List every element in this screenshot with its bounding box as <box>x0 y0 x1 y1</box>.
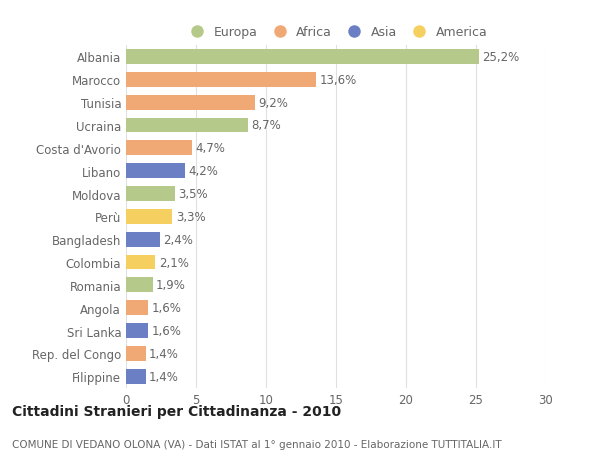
Bar <box>126 118 248 133</box>
Bar <box>126 209 172 224</box>
Bar <box>126 73 316 88</box>
Text: 1,4%: 1,4% <box>149 370 179 383</box>
Text: 4,2%: 4,2% <box>188 165 218 178</box>
Text: 1,6%: 1,6% <box>152 302 182 314</box>
Text: 2,4%: 2,4% <box>163 233 193 246</box>
Text: 4,7%: 4,7% <box>196 142 225 155</box>
Text: 9,2%: 9,2% <box>258 96 288 109</box>
Text: 8,7%: 8,7% <box>251 119 281 132</box>
Bar <box>126 301 148 315</box>
Legend: Europa, Africa, Asia, America: Europa, Africa, Asia, America <box>179 22 493 45</box>
Text: 1,9%: 1,9% <box>156 279 186 292</box>
Bar <box>126 324 148 338</box>
Bar <box>126 164 185 179</box>
Text: Cittadini Stranieri per Cittadinanza - 2010: Cittadini Stranieri per Cittadinanza - 2… <box>12 404 341 419</box>
Bar <box>126 187 175 202</box>
Text: COMUNE DI VEDANO OLONA (VA) - Dati ISTAT al 1° gennaio 2010 - Elaborazione TUTTI: COMUNE DI VEDANO OLONA (VA) - Dati ISTAT… <box>12 440 502 449</box>
Bar <box>126 255 155 270</box>
Text: 25,2%: 25,2% <box>482 51 520 64</box>
Bar <box>126 50 479 65</box>
Bar <box>126 141 192 156</box>
Bar <box>126 232 160 247</box>
Bar <box>126 369 146 384</box>
Text: 1,6%: 1,6% <box>152 325 182 337</box>
Bar <box>126 95 255 110</box>
Text: 2,1%: 2,1% <box>159 256 189 269</box>
Bar <box>126 278 152 293</box>
Bar <box>126 346 146 361</box>
Text: 3,5%: 3,5% <box>179 188 208 201</box>
Text: 1,4%: 1,4% <box>149 347 179 360</box>
Text: 13,6%: 13,6% <box>320 73 357 87</box>
Text: 3,3%: 3,3% <box>176 210 205 224</box>
